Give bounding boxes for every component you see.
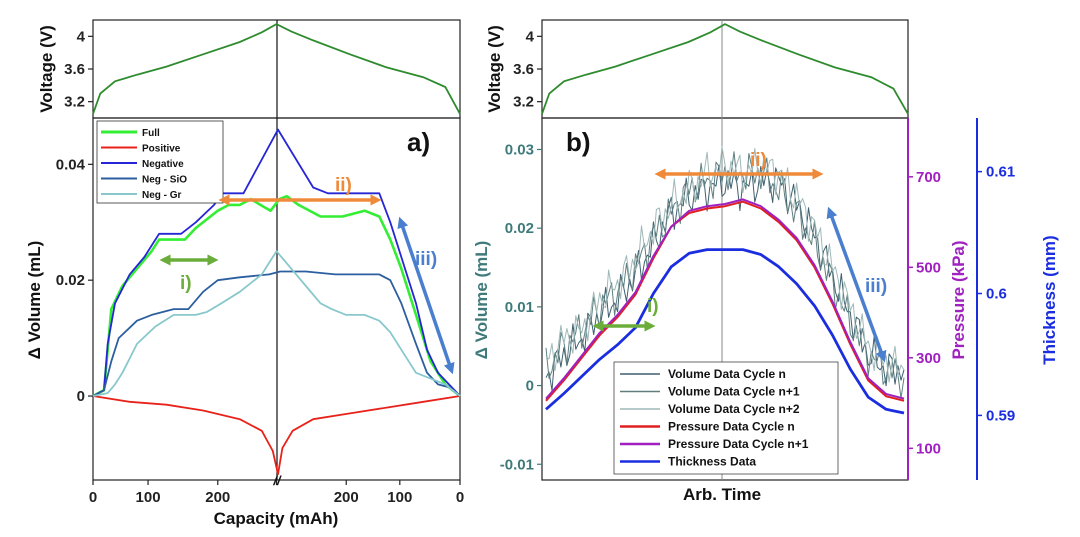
- panel-b-voltage-line: [541, 23, 909, 115]
- panel-b-volume-ytick-label: 0: [526, 378, 534, 395]
- legend-label-neg-gr: Neg - Gr: [142, 190, 182, 201]
- panel-a-arrow-iii: [397, 216, 455, 375]
- panel-a-ytick-label: 0: [77, 388, 85, 405]
- panel-b-volume-ytick-label: -0.01: [500, 456, 534, 473]
- legend-label-pressure-data-cycle-n-1: Pressure Data Cycle n+1: [668, 437, 809, 451]
- panel-b-pressure-ylabel: Pressure (kPa): [949, 240, 968, 359]
- panel-b-top-frame: [541, 19, 909, 119]
- panel-a-xlabel: Capacity (mAh): [214, 509, 339, 528]
- panel-a-xtick-label: 200: [334, 489, 359, 506]
- panel-b-legend: Volume Data Cycle n Volume Data Cycle n+1…: [613, 361, 839, 475]
- panel-a-axis-break-mark: //: [272, 473, 282, 488]
- panel-a-voltage-line: [92, 23, 461, 115]
- series-line-positive: [92, 395, 461, 476]
- panel-a-xtick-label: 100: [136, 489, 161, 506]
- panel-b-volume-ylabel: Δ Volume (mL): [472, 241, 491, 360]
- series-line-volume-data-cycle-n: [545, 164, 905, 391]
- panel-a-legend: Full Positive Negative Neg - SiO Neg - Gr: [96, 120, 224, 204]
- legend-label-neg-sio: Neg - SiO: [142, 175, 187, 186]
- panel-b-pressure-ytick-label: 100: [916, 440, 941, 457]
- panel-a: 3.2 3.6 4 0 0.02 0.04 0 100 200 200 100 0 Voltage …: [25, 19, 464, 528]
- panel-a-voltage-ylabel: Voltage (V): [37, 25, 56, 113]
- panel-b-xlabel: Arb. Time: [683, 485, 761, 504]
- panel-b: 3.2 3.6 4 -0.01 0 0.01 0.02 0.03 100 300 500 700 0.…: [472, 19, 1059, 504]
- panel-a-voltage-ytick-label: 4: [77, 28, 86, 45]
- legend-label-volume-data-cycle-n-2: Volume Data Cycle n+2: [668, 402, 800, 416]
- panel-b-thickness-ytick-label: 0.61: [986, 164, 1015, 181]
- panel-b-volume-ytick-label: 0.02: [505, 220, 534, 237]
- panel-b-pressure-ytick-label: 700: [916, 169, 941, 186]
- panel-b-volume-ytick-label: 0.03: [505, 141, 534, 158]
- legend-label-volume-data-cycle-n-1: Volume Data Cycle n+1: [668, 385, 800, 399]
- panel-b-voltage-ytick-label: 4: [526, 28, 535, 45]
- panel-b-thickness-ytick-label: 0.6: [986, 286, 1007, 303]
- panel-b-voltage-ytick-label: 3.6: [513, 61, 534, 78]
- legend-label-positive: Positive: [142, 144, 181, 155]
- panel-b-annotation-ii: ii): [750, 150, 767, 171]
- panel-b-volume-ytick-label: 0.01: [505, 299, 534, 316]
- panel-b-pressure-ytick-label: 500: [916, 259, 941, 276]
- legend-box: [613, 361, 839, 475]
- panel-a-ytick-label: 0.04: [56, 156, 86, 173]
- legend-box: [96, 120, 224, 204]
- panel-a-ytick-label: 0.02: [56, 272, 85, 289]
- panel-a-xtick-label: 0: [456, 489, 464, 506]
- panel-a-annotation-iii: iii): [415, 249, 437, 270]
- legend-label-negative: Negative: [142, 159, 184, 170]
- panel-a-annotation-i: i): [180, 273, 192, 294]
- legend-label-pressure-data-cycle-n: Pressure Data Cycle n: [668, 420, 795, 434]
- panel-b-voltage-ytick-label: 3.2: [513, 94, 534, 111]
- panel-a-xtick-label: 100: [387, 489, 412, 506]
- panel-b-label: b): [566, 127, 591, 157]
- panel-a-voltage-ytick-label: 3.2: [64, 94, 85, 111]
- legend-label-thickness-data: Thickness Data: [668, 455, 756, 469]
- legend-label-volume-data-cycle-n: Volume Data Cycle n: [668, 367, 786, 381]
- panel-b-voltage-ylabel: Voltage (V): [485, 25, 504, 113]
- panel-b-pressure-ytick-label: 300: [916, 350, 941, 367]
- panel-b-annotation-i: i): [647, 296, 659, 317]
- panel-b-thickness-ylabel: Thickness (mm): [1040, 235, 1059, 364]
- legend-label-full: Full: [142, 128, 160, 139]
- panel-a-xtick-label: 0: [89, 489, 97, 506]
- panel-a-xtick-label: 200: [205, 489, 230, 506]
- panel-a-voltage-ytick-label: 3.6: [64, 61, 85, 78]
- panel-a-voltage-plot: 3.2 3.6 4: [64, 23, 461, 115]
- panel-a-label: a): [407, 127, 430, 157]
- panel-b-annotation-iii: iii): [865, 276, 887, 297]
- panel-b-voltage-plot: 3.2 3.6 4: [513, 23, 909, 115]
- panel-a-volume-ylabel: Δ Volume (mL): [25, 241, 44, 360]
- panel-b-arrow-iii: [826, 206, 887, 363]
- panel-a-annotation-ii: ii): [335, 175, 352, 196]
- panel-b-thickness-ytick-label: 0.59: [986, 407, 1015, 424]
